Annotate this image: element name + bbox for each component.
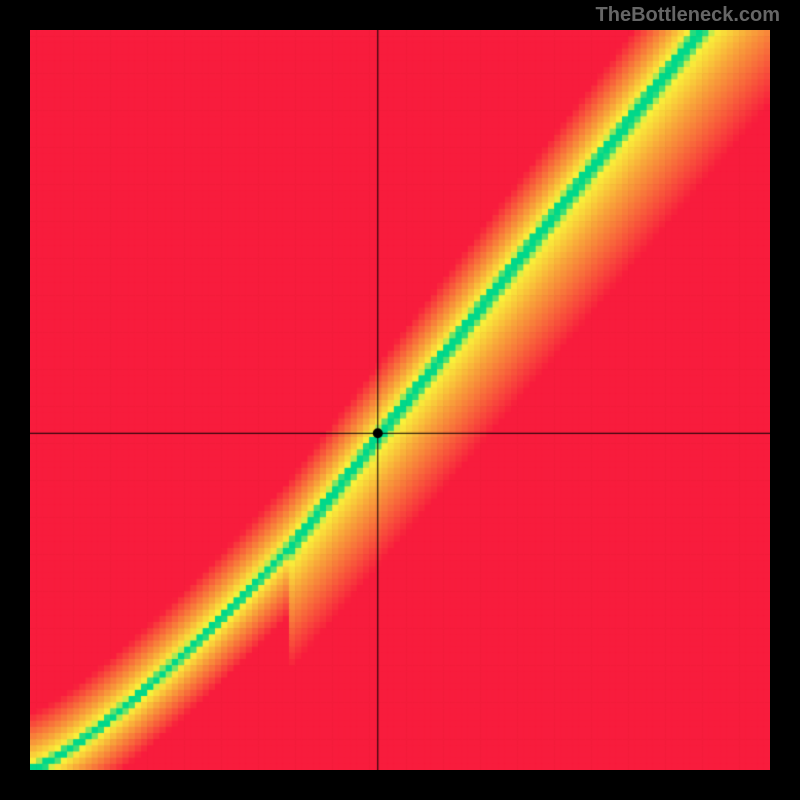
chart-container: TheBottleneck.com — [0, 0, 800, 800]
watermark-text: TheBottleneck.com — [596, 4, 780, 27]
bottleneck-heatmap — [30, 30, 770, 770]
